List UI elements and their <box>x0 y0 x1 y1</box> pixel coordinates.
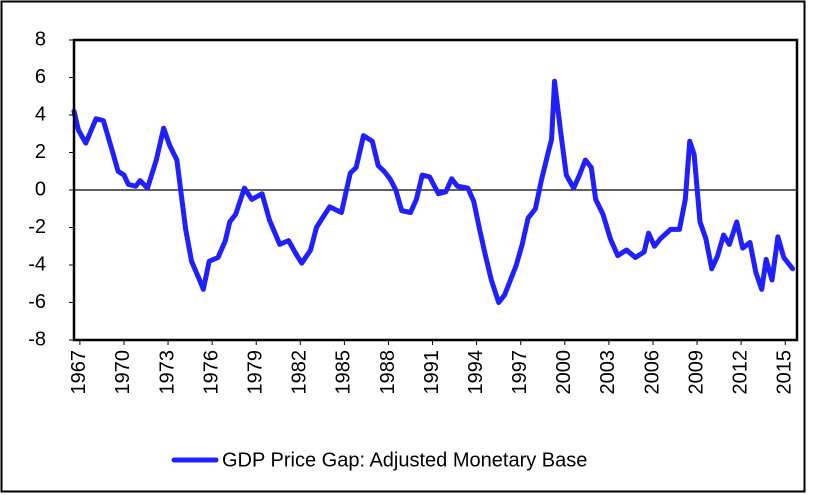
y-tick-label: 6 <box>35 66 46 88</box>
x-tick-label: 1967 <box>68 350 90 395</box>
x-tick-label: 2009 <box>685 350 707 395</box>
y-tick-label: -2 <box>28 216 46 238</box>
y-tick-label: 4 <box>35 103 46 125</box>
x-tick-label: 2000 <box>553 350 575 395</box>
x-tick-label: 1985 <box>333 350 355 395</box>
x-tick-label: 1991 <box>421 350 443 395</box>
x-tick-label: 2006 <box>641 350 663 395</box>
x-tick-label: 1997 <box>509 350 531 395</box>
x-tick-label: 1976 <box>200 350 222 395</box>
y-tick-label: 2 <box>35 141 46 163</box>
y-tick-label: 0 <box>35 178 46 200</box>
y-tick-label: -6 <box>28 291 46 313</box>
x-tick-label: 1970 <box>112 350 134 395</box>
legend-label: GDP Price Gap: Adjusted Monetary Base <box>222 449 587 471</box>
y-tick-label: -4 <box>28 253 46 275</box>
x-tick-label: 1973 <box>156 350 178 395</box>
data-line <box>71 78 796 305</box>
y-tick-label: 8 <box>35 28 46 50</box>
y-tick-label: -8 <box>28 328 46 350</box>
x-tick-label: 1994 <box>465 350 487 395</box>
x-tick-label: 1988 <box>377 350 399 395</box>
x-tick-label: 2015 <box>774 350 796 395</box>
plot-border <box>72 38 799 342</box>
x-tick-label: 2003 <box>597 350 619 395</box>
x-tick-label: 1982 <box>289 350 311 395</box>
x-tick-label: 1979 <box>245 350 267 395</box>
x-tick-label: 2012 <box>729 350 751 395</box>
